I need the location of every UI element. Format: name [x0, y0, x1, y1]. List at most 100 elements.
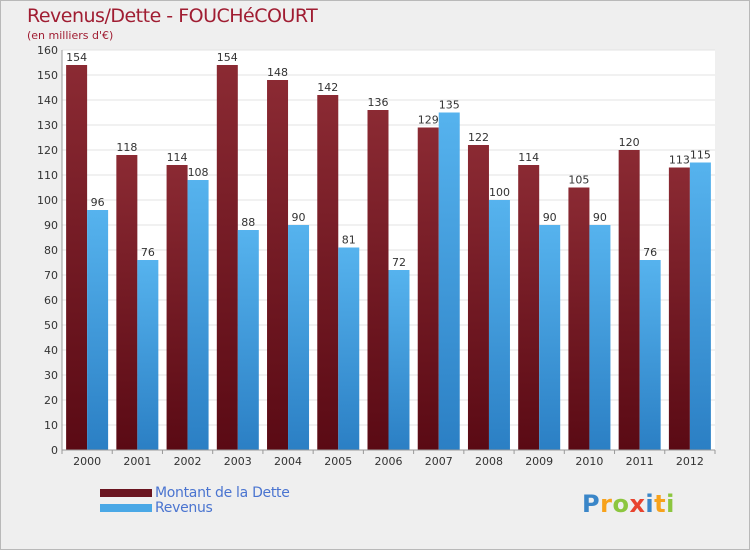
legend-label-revenue: Revenus: [155, 500, 213, 516]
label-debt-2011: 120: [619, 136, 640, 149]
label-revenue-2010: 90: [593, 211, 607, 224]
y-tick-label: 130: [37, 119, 58, 132]
bar-debt-2002: [166, 165, 188, 450]
bar-debt-2005: [317, 95, 339, 450]
label-revenue-2008: 100: [489, 186, 510, 199]
logo-letter: t: [654, 490, 667, 518]
bar-debt-2011: [618, 150, 640, 450]
y-tick-label: 90: [44, 219, 58, 232]
legend-label-debt: Montant de la Dette: [155, 485, 290, 501]
y-tick-label: 20: [44, 394, 58, 407]
label-revenue-2004: 90: [292, 211, 306, 224]
bar-revenue-2001: [137, 260, 159, 450]
x-tick-label-2003: 2003: [224, 455, 252, 468]
x-tick-label-2001: 2001: [123, 455, 151, 468]
label-revenue-2000: 96: [91, 196, 105, 209]
label-debt-2003: 154: [217, 51, 238, 64]
bar-revenue-2000: [87, 210, 109, 450]
bar-revenue-2011: [639, 260, 661, 450]
x-tick-label-2000: 2000: [73, 455, 101, 468]
x-tick-label-2006: 2006: [375, 455, 403, 468]
bar-revenue-2002: [187, 180, 209, 450]
logo-letter: i: [645, 490, 655, 518]
y-tick-label: 30: [44, 369, 58, 382]
x-tick-label-2008: 2008: [475, 455, 503, 468]
legend-swatch-debt: [100, 489, 152, 497]
x-tick-label-2002: 2002: [174, 455, 202, 468]
y-tick-label: 100: [37, 194, 58, 207]
label-debt-2008: 122: [468, 131, 489, 144]
label-debt-2005: 142: [317, 81, 338, 94]
label-debt-2010: 105: [568, 174, 589, 187]
label-debt-2009: 114: [518, 151, 539, 164]
bar-revenue-2012: [689, 162, 711, 450]
x-tick-label-2004: 2004: [274, 455, 302, 468]
label-debt-2007: 129: [418, 114, 439, 127]
bar-revenue-2009: [539, 225, 561, 450]
bar-revenue-2007: [438, 112, 460, 450]
bar-revenue-2008: [488, 200, 510, 450]
label-revenue-2005: 81: [342, 234, 356, 247]
y-tick-label: 120: [37, 144, 58, 157]
bar-debt-2009: [518, 165, 540, 450]
label-debt-2001: 118: [116, 141, 137, 154]
y-tick-label: 50: [44, 319, 58, 332]
x-tick-label-2005: 2005: [324, 455, 352, 468]
x-tick-label-2007: 2007: [425, 455, 453, 468]
bar-debt-2003: [216, 65, 238, 450]
logo-letter: i: [666, 490, 675, 518]
axes: 0 10 20 30 40 50 60 70 80 90 100 110 120 130 140 150 160…: [37, 44, 716, 468]
data-labels: 1549611876114108154881489014281136721291…: [66, 51, 711, 269]
proxiti-logo: Proxiti: [582, 490, 675, 518]
y-tick-label: 80: [44, 244, 58, 257]
bar-revenue-2010: [589, 225, 611, 450]
y-tick-label: 0: [51, 444, 58, 457]
label-revenue-2012: 115: [690, 149, 711, 162]
bar-debt-2012: [668, 167, 690, 450]
bar-debt-2001: [116, 155, 138, 450]
y-tick-label: 10: [44, 419, 58, 432]
y-tick-label: 40: [44, 344, 58, 357]
label-debt-2000: 154: [66, 51, 87, 64]
y-tick-label: 110: [37, 169, 58, 182]
label-revenue-2006: 72: [392, 256, 406, 269]
label-debt-2002: 114: [167, 151, 188, 164]
bar-debt-2007: [417, 127, 439, 450]
bar-debt-2010: [568, 187, 590, 450]
chart-title: Revenus/Dette - FOUCHéCOURT: [27, 5, 318, 27]
bar-revenue-2003: [237, 230, 259, 450]
x-tick-label-2012: 2012: [676, 455, 704, 468]
legend-swatch-revenue: [100, 504, 152, 512]
logo-letter: o: [612, 490, 630, 518]
bar-revenue-2005: [338, 247, 360, 450]
bar-debt-2008: [467, 145, 489, 450]
bar-debt-2004: [267, 80, 289, 450]
y-tick-label: 70: [44, 269, 58, 282]
y-tick-label: 150: [37, 69, 58, 82]
bar-revenue-2006: [388, 270, 410, 450]
x-tick-label-2011: 2011: [626, 455, 654, 468]
y-tick-label: 140: [37, 94, 58, 107]
label-debt-2006: 136: [368, 96, 389, 109]
logo-letter: r: [600, 490, 613, 518]
bar-debt-2000: [66, 65, 88, 450]
y-tick-label: 60: [44, 294, 58, 307]
label-revenue-2003: 88: [241, 216, 255, 229]
logo-letter: P: [582, 490, 601, 518]
label-revenue-2007: 135: [439, 99, 460, 112]
logo-letter: x: [629, 490, 646, 518]
bar-debt-2006: [367, 110, 389, 450]
chart-subtitle: (en milliers d'€): [27, 29, 114, 42]
label-revenue-2011: 76: [643, 246, 657, 259]
bars: [66, 65, 711, 450]
x-tick-label-2009: 2009: [525, 455, 553, 468]
label-revenue-2001: 76: [141, 246, 155, 259]
x-tick-label-2010: 2010: [575, 455, 603, 468]
y-tick-label: 160: [37, 44, 58, 57]
label-debt-2004: 148: [267, 66, 288, 79]
label-revenue-2002: 108: [188, 166, 209, 179]
bar-revenue-2004: [288, 225, 310, 450]
label-debt-2012: 113: [669, 154, 690, 167]
label-revenue-2009: 90: [543, 211, 557, 224]
